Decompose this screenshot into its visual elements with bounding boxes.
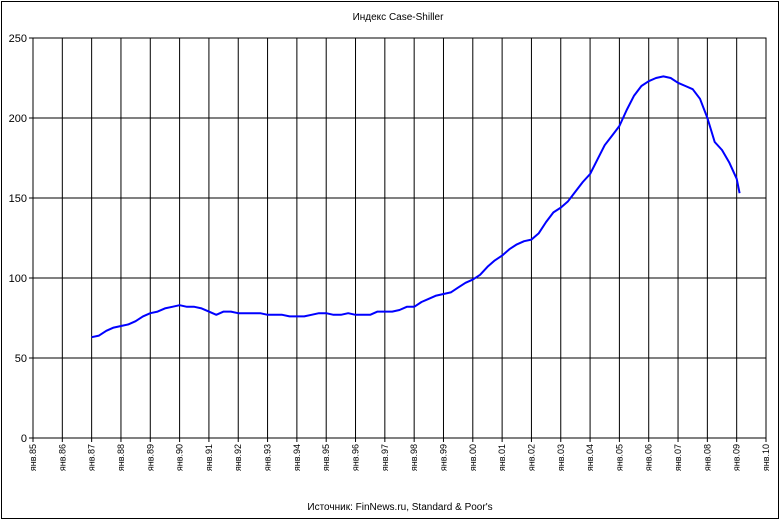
x-tick-label: янв.85	[28, 444, 38, 471]
x-tick-label: янв.01	[497, 444, 507, 471]
x-tick-label: янв.04	[585, 444, 595, 471]
chart-title: Индекс Case-Shiller	[353, 12, 445, 23]
x-tick-label: янв.03	[556, 444, 566, 471]
x-tick-label: янв.05	[614, 444, 624, 471]
x-tick-label: янв.07	[673, 444, 683, 471]
x-tick-label: янв.92	[233, 444, 243, 471]
x-tick-label: янв.02	[526, 444, 536, 471]
series-line-case-shiller	[91, 75, 741, 339]
x-tick-label: янв.91	[204, 444, 214, 471]
x-tick-label: янв.89	[145, 444, 155, 471]
x-tick-label: янв.94	[292, 444, 302, 471]
y-tick-label: 150	[9, 193, 27, 205]
x-tick-label: янв.97	[380, 444, 390, 471]
y-tick-label: 250	[9, 33, 27, 45]
x-tick-label: янв.96	[351, 444, 361, 471]
x-tick-label: янв.93	[263, 444, 273, 471]
x-tick-label: янв.87	[87, 444, 97, 471]
x-tick-label: янв.98	[409, 444, 419, 471]
x-tick-label: янв.86	[57, 444, 67, 471]
y-tick-label: 0	[21, 433, 27, 445]
y-tick-label: 50	[15, 353, 27, 365]
x-tick-label: янв.00	[468, 444, 478, 471]
x-tick-label: янв.90	[175, 444, 185, 471]
x-tick-label: янв.08	[702, 444, 712, 471]
x-tick-label: янв.95	[321, 444, 331, 471]
y-tick-label: 200	[9, 113, 27, 125]
chart-source: Источник: FinNews.ru, Standard & Poor's	[307, 502, 492, 513]
x-tick-label: янв.06	[644, 444, 654, 471]
x-tick-label: янв.10	[761, 444, 771, 471]
x-tick-label: янв.09	[732, 444, 742, 471]
x-tick-label: янв.88	[116, 444, 126, 471]
y-axis: 0 50 100 150 200 250	[9, 33, 33, 445]
x-tick-label: янв.99	[438, 444, 448, 471]
y-tick-label: 100	[9, 273, 27, 285]
plot-area	[32, 37, 767, 439]
x-axis: янв.85 янв.86 янв.87 янв.88 янв.89 янв.90 янв.…	[28, 438, 771, 471]
